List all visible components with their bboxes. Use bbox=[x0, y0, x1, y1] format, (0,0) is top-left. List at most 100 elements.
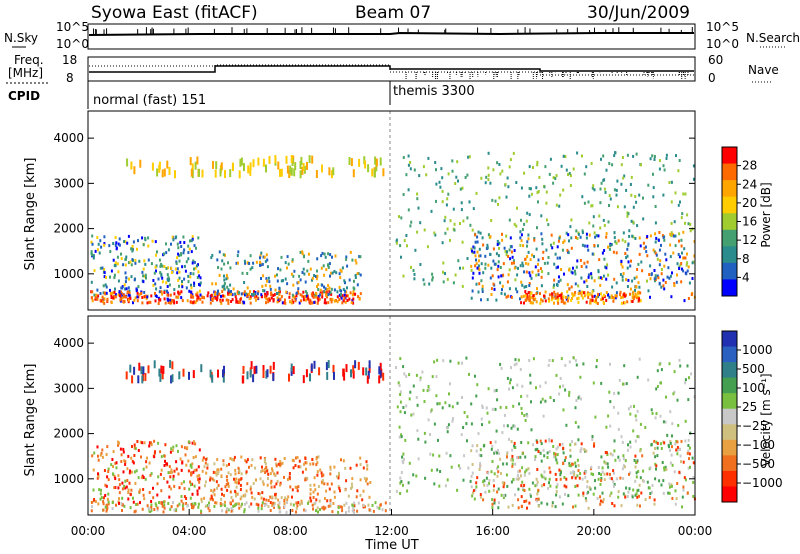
range-gate-cell bbox=[453, 228, 456, 232]
range-gate-cell bbox=[90, 280, 93, 284]
range-gate-cell bbox=[569, 443, 572, 447]
frequency-trace bbox=[89, 65, 694, 73]
power-scatter-layer bbox=[90, 151, 696, 305]
range-gate-cell bbox=[125, 371, 128, 380]
range-gate-cell bbox=[148, 300, 151, 304]
range-gate-cell bbox=[329, 498, 332, 502]
range-gate-cell bbox=[450, 465, 453, 469]
range-gate-cell bbox=[612, 250, 615, 254]
range-gate-cell bbox=[639, 504, 641, 508]
range-gate-cell bbox=[668, 491, 671, 495]
range-gate-cell bbox=[677, 253, 680, 256]
range-gate-cell bbox=[149, 300, 152, 304]
range-gate-cell bbox=[496, 398, 499, 402]
range-gate-cell bbox=[237, 481, 240, 485]
range-gate-cell bbox=[102, 496, 105, 500]
range-gate-cell bbox=[461, 284, 464, 288]
range-gate-cell bbox=[404, 438, 407, 442]
range-gate-cell bbox=[494, 440, 497, 444]
colorbar-block bbox=[722, 246, 737, 264]
range-gate-cell bbox=[649, 264, 652, 268]
range-gate-cell bbox=[650, 490, 653, 494]
range-gate-cell bbox=[365, 477, 368, 481]
range-gate-cell bbox=[305, 461, 308, 465]
range-gate-cell bbox=[343, 293, 346, 297]
nave-label: Nave bbox=[748, 63, 779, 77]
range-gate-cell bbox=[138, 490, 141, 494]
range-gate-cell bbox=[166, 289, 168, 293]
range-gate-cell bbox=[627, 212, 630, 216]
range-gate-cell bbox=[158, 290, 161, 294]
range-gate-cell bbox=[560, 357, 563, 361]
colorbar-tick-label: 4 bbox=[742, 270, 750, 284]
range-gate-cell bbox=[609, 476, 612, 480]
range-gate-cell bbox=[564, 155, 567, 158]
range-gate-cell bbox=[211, 374, 214, 383]
range-gate-cell bbox=[525, 297, 528, 301]
range-gate-cell bbox=[270, 291, 273, 295]
range-gate-cell bbox=[225, 464, 228, 468]
range-gate-cell bbox=[574, 272, 577, 276]
range-gate-cell bbox=[310, 499, 313, 503]
range-gate-cell bbox=[210, 494, 213, 498]
range-gate-cell bbox=[637, 295, 640, 299]
range-gate-cell bbox=[505, 253, 508, 257]
range-gate-cell bbox=[491, 498, 494, 502]
range-gate-cell bbox=[283, 475, 285, 479]
range-gate-cell bbox=[551, 295, 554, 299]
range-gate-cell bbox=[107, 467, 110, 471]
range-gate-cell bbox=[295, 486, 298, 489]
range-gate-cell bbox=[526, 255, 529, 259]
range-gate-cell bbox=[629, 412, 632, 416]
range-gate-cell bbox=[642, 241, 645, 245]
range-gate-cell bbox=[314, 275, 317, 278]
range-gate-cell bbox=[554, 177, 557, 180]
range-gate-cell bbox=[128, 294, 131, 297]
range-gate-cell bbox=[670, 180, 673, 184]
range-gate-cell bbox=[354, 273, 357, 277]
range-gate-cell bbox=[591, 290, 594, 294]
range-gate-cell bbox=[470, 296, 473, 300]
range-gate-cell bbox=[188, 487, 191, 491]
range-gate-cell bbox=[351, 509, 354, 513]
range-gate-cell bbox=[161, 371, 164, 380]
range-gate-cell bbox=[269, 472, 272, 476]
colorbar-block bbox=[722, 180, 737, 198]
range-gate-cell bbox=[684, 381, 687, 385]
range-gate-cell bbox=[618, 378, 621, 382]
range-gate-cell bbox=[679, 364, 682, 368]
range-gate-cell bbox=[292, 274, 295, 278]
range-gate-cell bbox=[553, 278, 556, 282]
range-gate-cell bbox=[563, 484, 566, 488]
y-tick-label: 3000 bbox=[53, 176, 84, 190]
range-gate-cell bbox=[191, 293, 194, 297]
range-gate-cell bbox=[593, 279, 596, 283]
range-gate-cell bbox=[605, 168, 608, 172]
range-gate-cell bbox=[263, 289, 266, 293]
range-gate-cell bbox=[508, 387, 510, 391]
range-gate-cell bbox=[238, 170, 241, 179]
range-gate-cell bbox=[363, 476, 366, 480]
range-gate-cell bbox=[104, 505, 107, 509]
range-gate-cell bbox=[541, 299, 544, 303]
range-gate-cell bbox=[201, 296, 204, 300]
range-gate-cell bbox=[423, 282, 426, 286]
range-gate-cell bbox=[427, 385, 430, 389]
range-gate-cell bbox=[227, 289, 230, 293]
range-gate-cell bbox=[150, 441, 153, 445]
range-gate-cell bbox=[599, 201, 602, 205]
range-gate-cell bbox=[624, 459, 627, 463]
range-gate-cell bbox=[303, 462, 306, 466]
range-gate-cell bbox=[365, 460, 368, 464]
range-gate-cell bbox=[327, 264, 330, 267]
range-gate-cell bbox=[467, 155, 470, 159]
range-gate-cell bbox=[355, 463, 358, 467]
freq-right-tick-bottom: 0 bbox=[708, 71, 716, 85]
range-gate-cell bbox=[567, 233, 570, 237]
range-gate-cell bbox=[591, 298, 594, 302]
range-gate-cell bbox=[323, 507, 325, 511]
range-gate-cell bbox=[321, 283, 324, 287]
range-gate-cell bbox=[504, 413, 506, 417]
range-gate-cell bbox=[369, 481, 372, 484]
